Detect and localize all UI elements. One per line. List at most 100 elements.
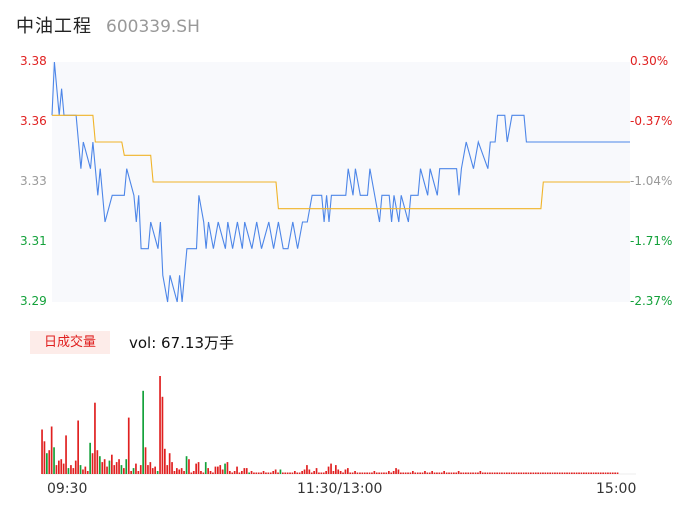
volume-bar	[72, 468, 75, 474]
volume-bar	[469, 472, 472, 474]
volume-bar	[238, 472, 241, 474]
volume-bar	[178, 469, 181, 474]
volume-bar	[96, 450, 99, 474]
volume-bar	[561, 472, 564, 474]
volume-bar	[53, 447, 55, 474]
volume-bar	[368, 472, 371, 474]
volume-bar	[308, 469, 311, 474]
volume-bar	[253, 472, 255, 474]
volume-bar	[306, 465, 308, 474]
volume-bar	[363, 472, 366, 474]
volume-bar	[356, 472, 359, 474]
volume-bar	[385, 472, 388, 474]
volume-bar	[491, 472, 494, 474]
volume-bar	[79, 465, 82, 474]
volume-bar	[404, 472, 407, 474]
volume-bar	[55, 465, 58, 474]
volume-bar	[344, 469, 347, 474]
volume-bar	[554, 472, 556, 474]
volume-bar	[419, 472, 421, 474]
volume-bar	[383, 472, 385, 474]
volume-bar	[409, 472, 412, 474]
volume-bar	[361, 472, 364, 474]
volume-bar	[125, 459, 128, 474]
volume-total: vol: 67.13万手	[129, 334, 234, 352]
volume-bar	[402, 472, 405, 474]
volume-bar	[390, 472, 393, 474]
volume-bar	[62, 463, 65, 474]
volume-bar	[587, 472, 590, 474]
volume-bar	[532, 472, 535, 474]
volume-bar	[212, 472, 214, 474]
volume-bar	[265, 472, 267, 474]
y-tick-right-1: 0.30%	[630, 54, 669, 68]
volume-bar	[537, 472, 539, 474]
volume-bar	[395, 468, 397, 474]
volume-bar	[207, 468, 209, 474]
volume-bar	[351, 472, 354, 474]
volume-bar	[154, 466, 156, 474]
volume-bar	[185, 456, 188, 474]
volume-bar	[219, 465, 222, 474]
volume-bar	[241, 471, 243, 474]
volume-bar	[48, 450, 51, 474]
volume-bar	[289, 472, 291, 474]
volume-bar	[445, 472, 448, 474]
volume-bar	[467, 472, 470, 474]
y-tick-left-1: 3.38	[20, 54, 47, 68]
volume-bar	[520, 472, 523, 474]
volume-bar	[611, 472, 614, 474]
volume-bar	[202, 472, 205, 474]
volume-bar	[337, 469, 340, 474]
volume-bar	[209, 471, 212, 474]
volume-bar	[217, 466, 219, 474]
volume-bar	[484, 472, 486, 474]
volume-bar	[558, 472, 561, 474]
volume-bar	[392, 471, 395, 474]
volume-bar	[347, 468, 349, 474]
volume-bar	[142, 390, 144, 474]
volume-bar	[229, 471, 231, 474]
volume-bar	[156, 471, 159, 474]
x-tick-midday: 11:30/13:00	[297, 481, 383, 497]
volume-bar	[498, 472, 501, 474]
volume-bar	[428, 472, 431, 474]
volume-bar	[397, 469, 400, 474]
volume-bar	[563, 472, 566, 474]
volume-bar	[248, 472, 250, 474]
y-tick-right-3: -1.04%	[630, 174, 673, 188]
volume-bar	[575, 472, 578, 474]
volume-bar	[200, 471, 202, 474]
volume-bar	[113, 465, 116, 474]
x-tick-close: 15:00	[596, 481, 637, 497]
volume-bar	[269, 472, 272, 474]
volume-bar	[231, 472, 234, 474]
y-tick-left-4: 3.31	[20, 234, 47, 248]
volume-bar	[453, 472, 455, 474]
volume-bar	[501, 472, 503, 474]
volume-bar	[301, 471, 303, 474]
volume-bar	[195, 463, 197, 474]
volume-bar	[250, 471, 253, 474]
volume-bar	[474, 472, 477, 474]
volume-bar	[534, 472, 537, 474]
tab-daily-volume[interactable]: 日成交量	[30, 331, 110, 354]
volume-bar	[260, 472, 262, 474]
volume-bar	[137, 471, 140, 474]
volume-bar	[58, 460, 60, 474]
volume-bar	[448, 472, 450, 474]
volume-bar	[354, 471, 356, 474]
volume-bar	[378, 472, 380, 474]
volume-bar	[342, 472, 344, 474]
volume-bar	[310, 472, 313, 474]
volume-bar	[578, 472, 580, 474]
volume-bar	[508, 472, 511, 474]
volume-bar	[465, 472, 467, 474]
volume-bar	[313, 471, 315, 474]
volume-bar	[322, 472, 325, 474]
volume-bar	[542, 472, 544, 474]
volume-bar	[130, 471, 132, 474]
volume-bar	[197, 462, 200, 474]
volume-bar	[592, 472, 595, 474]
volume-bar	[180, 468, 183, 474]
